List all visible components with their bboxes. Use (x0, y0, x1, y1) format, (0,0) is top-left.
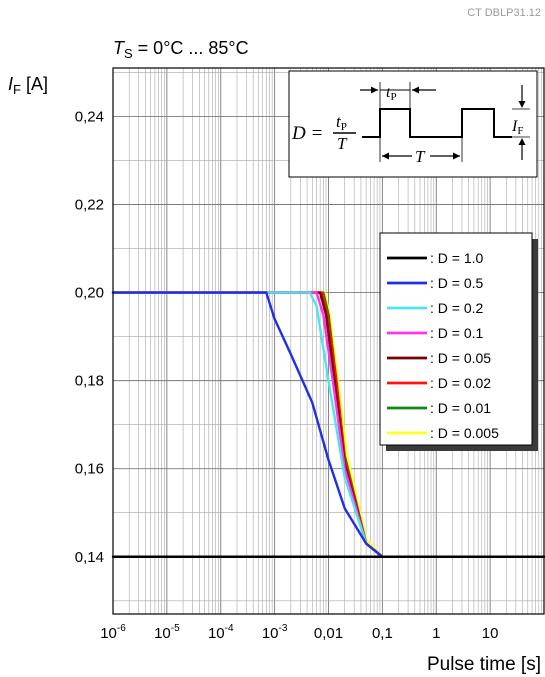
inset-amp-symbol: I (511, 118, 518, 135)
y-tick-label: 0,16 (75, 461, 104, 478)
x-tick-label: 1 (432, 625, 440, 642)
legend-label: : D = 0.01 (430, 400, 491, 416)
legend-label: : D = 0.5 (430, 275, 484, 291)
document-id: CT DBLP31.12 (467, 7, 541, 19)
condition-subscript: S (124, 46, 133, 61)
x-tick-label: 10-6 (100, 623, 126, 642)
legend-label: : D = 0.005 (430, 425, 499, 441)
inset-denominator: T (337, 134, 348, 153)
legend-label: : D = 0.02 (430, 375, 491, 391)
legend-box (379, 232, 533, 446)
y-axis-symbol: I (8, 74, 13, 94)
inset-numerator: tP (336, 112, 347, 133)
y-axis-unit: [A] (21, 74, 48, 94)
legend-label: : D = 0.2 (430, 300, 484, 316)
inset-amp-label: IF (511, 118, 523, 137)
inset-pulse-waveform (362, 108, 512, 138)
inset-period-arrowhead-left (382, 152, 389, 160)
y-tick-labels: 0,14 0,16 0,18 0,20 0,22 0,24 (75, 108, 104, 565)
inset-period-arrowhead-right (453, 152, 460, 160)
x-tick-label: 10-4 (208, 623, 234, 642)
legend-items: : D = 1.0 : D = 0.5 : D = 0.2 : D = 0.1 : D … (387, 250, 499, 441)
temperature-condition: TS = 0°C ... 85°C (113, 38, 249, 61)
x-tick-label: 0,1 (372, 625, 393, 642)
inset-tp-sub: P (390, 91, 396, 103)
y-tick-label: 0,14 (75, 549, 104, 566)
legend-label: : D = 1.0 (430, 250, 484, 266)
inset-tp-arrowhead-right (412, 86, 419, 94)
inset-tp-arrowhead-left (371, 86, 378, 94)
legend-label: : D = 0.05 (430, 350, 491, 366)
inset-frame (288, 70, 538, 178)
condition-symbol: T (113, 38, 126, 58)
inset-period-label: T (415, 147, 426, 166)
duty-cycle-inset: D = tP T tP T IF (288, 70, 538, 178)
y-axis-label: IF [A] (8, 74, 48, 97)
y-tick-label: 0,24 (75, 108, 104, 125)
y-tick-label: 0,22 (75, 197, 104, 214)
x-tick-label: 10-3 (262, 623, 288, 642)
x-tick-label: 10 (482, 625, 499, 642)
condition-text: = 0°C ... 85°C (133, 38, 249, 58)
inset-numerator-symbol: t (336, 112, 342, 131)
y-axis-subscript: F (13, 82, 21, 97)
inset-amp-sub: F (517, 125, 523, 137)
inset-tp-symbol: t (386, 84, 391, 101)
y-tick-label: 0,18 (75, 373, 104, 390)
legend: : D = 1.0 : D = 0.5 : D = 0.2 : D = 0.1 : D … (379, 232, 538, 451)
x-tick-label: 0,01 (314, 625, 343, 642)
plot-frame (112, 67, 545, 615)
series-line-1 (111, 291, 545, 558)
x-axis-label: Pulse time [s] (427, 654, 541, 675)
y-tick-label: 0,20 (75, 285, 104, 302)
inset-numerator-sub: P (341, 121, 347, 133)
x-tick-label: 10-5 (154, 623, 180, 642)
inset-amp-arrowhead-bottom (518, 138, 526, 145)
legend-label: : D = 0.1 (430, 325, 484, 341)
inset-tp-label: tP (386, 84, 397, 103)
inset-formula-lhs: D = (291, 123, 323, 144)
inset-amp-arrowhead-top (518, 101, 526, 108)
x-tick-labels: 10-6 10-5 10-4 10-3 0,01 0,1 1 10 (100, 623, 498, 642)
series-layer (111, 291, 545, 558)
